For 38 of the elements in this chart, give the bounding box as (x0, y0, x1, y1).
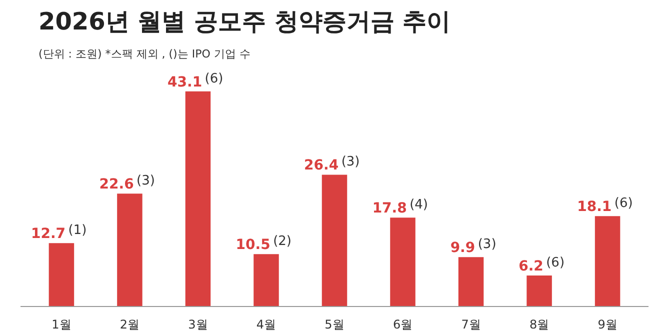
x-tick-label: 3월 (188, 318, 208, 332)
bar (48, 243, 74, 306)
annotation: (3) (478, 237, 496, 252)
annotation: (4) (410, 198, 428, 213)
data-label: 18.1 (577, 199, 612, 216)
x-tick-label: 8월 (529, 318, 550, 332)
x-tick-label: 7월 (461, 318, 481, 332)
bar (254, 254, 279, 306)
data-label: 22.6 (99, 176, 134, 193)
data-label: 12.7 (31, 226, 66, 242)
data-label: 10.5 (236, 237, 270, 254)
x-tick-label: 1월 (52, 318, 72, 332)
data-label: 26.4 (304, 158, 339, 174)
annotation: (6) (204, 71, 224, 86)
x-tick-label: 9월 (598, 318, 618, 332)
x-tick-label: 2월 (120, 318, 140, 332)
bar (594, 216, 620, 306)
annotation: (6) (546, 256, 565, 271)
x-tick-label: 6월 (392, 318, 413, 332)
bar (458, 257, 484, 306)
bar (322, 174, 348, 306)
data-label: 17.8 (372, 200, 407, 217)
x-tick-label: 4월 (256, 318, 276, 332)
bar (390, 218, 416, 306)
data-label: 43.1 (168, 74, 202, 90)
annotation: (1) (68, 223, 87, 238)
annotation: (3) (136, 174, 155, 189)
chart-subtitle: (단위 : 조원) *스팩 제외 , ()는 IPO 기업 수 (38, 48, 250, 60)
bar (526, 276, 552, 306)
bar (185, 91, 211, 306)
annotation: (2) (273, 234, 292, 250)
annotation: (3) (341, 154, 360, 170)
data-label: 9.9 (450, 240, 476, 256)
annotation: (6) (614, 196, 633, 212)
data-label: 6.2 (518, 258, 544, 275)
chart-title: 2026년 월별 공모주 청약증거금 추이 (38, 8, 451, 36)
bar (117, 194, 142, 306)
x-tick-label: 5월 (324, 318, 344, 332)
